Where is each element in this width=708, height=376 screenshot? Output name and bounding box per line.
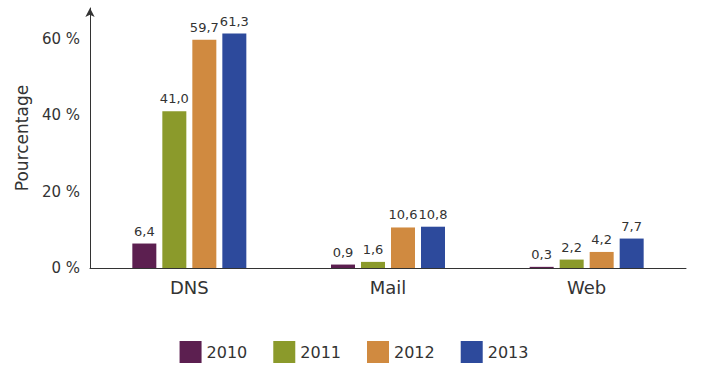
svg-text:Pourcentage: Pourcentage <box>12 85 32 191</box>
svg-text:0 %: 0 % <box>51 259 80 277</box>
svg-text:20 %: 20 % <box>42 183 80 201</box>
svg-text:DNS: DNS <box>170 277 209 298</box>
svg-text:6,4: 6,4 <box>134 224 155 239</box>
svg-text:41,0: 41,0 <box>160 91 189 106</box>
svg-text:10,6: 10,6 <box>389 207 418 222</box>
svg-text:Mail: Mail <box>370 277 407 298</box>
svg-text:2013: 2013 <box>488 343 529 362</box>
svg-text:2,2: 2,2 <box>561 240 582 255</box>
svg-text:61,3: 61,3 <box>220 14 249 29</box>
svg-text:10,8: 10,8 <box>419 207 448 222</box>
svg-text:2012: 2012 <box>394 343 435 362</box>
svg-text:7,7: 7,7 <box>621 219 642 234</box>
svg-text:0,3: 0,3 <box>531 247 552 262</box>
svg-text:2010: 2010 <box>207 343 248 362</box>
svg-text:60 %: 60 % <box>42 30 80 48</box>
svg-text:0,9: 0,9 <box>333 245 354 260</box>
svg-text:59,7: 59,7 <box>190 20 219 35</box>
svg-text:1,6: 1,6 <box>363 242 384 257</box>
svg-text:4,2: 4,2 <box>591 232 612 247</box>
svg-text:40 %: 40 % <box>42 106 80 124</box>
svg-text:2011: 2011 <box>300 343 341 362</box>
svg-text:Web: Web <box>567 277 606 298</box>
